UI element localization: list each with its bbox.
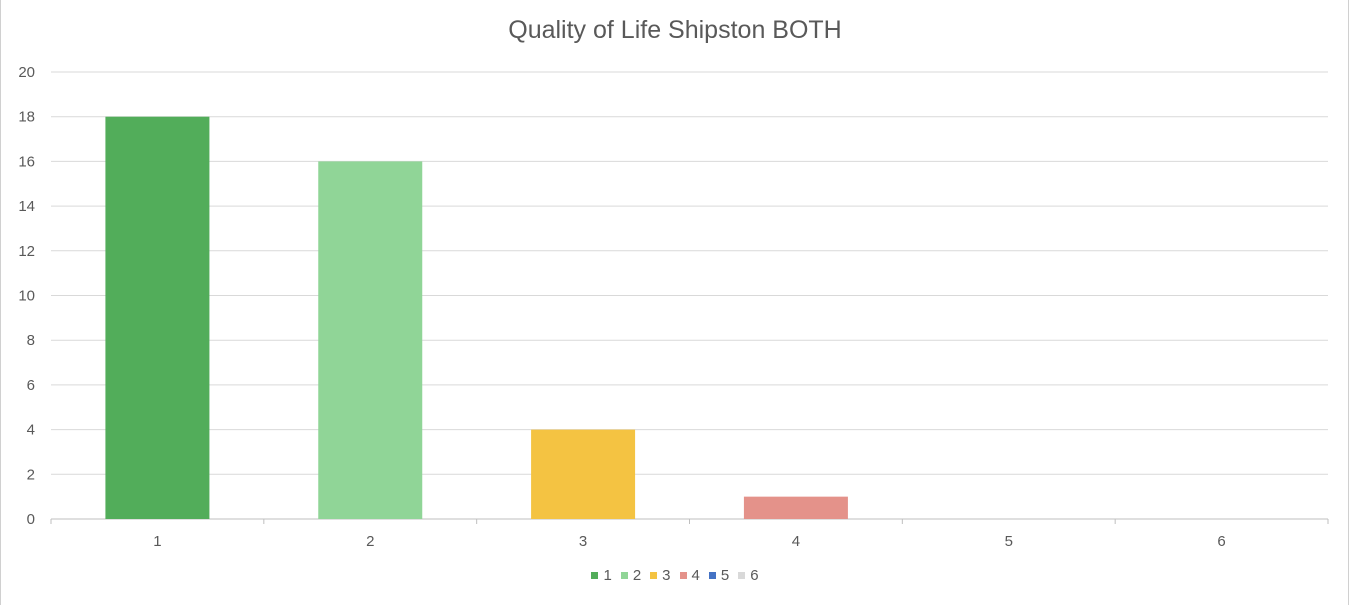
legend-label: 1 [603,567,612,584]
x-tick-label: 3 [579,533,587,550]
x-tick-label: 6 [1217,533,1225,550]
x-tick-label: 5 [1005,533,1013,550]
x-tick-label: 4 [792,533,800,550]
y-tick-label: 10 [18,288,35,305]
chart-title: Quality of Life Shipston BOTH [508,16,842,44]
y-tick-label: 8 [27,332,35,349]
legend-swatch [679,572,687,579]
legend-item-3: 3 [650,567,671,584]
legend-swatch [650,572,658,579]
x-tick-label: 1 [153,533,161,550]
y-tick-label: 2 [27,466,35,483]
legend-swatch [738,572,746,579]
legend-label: 2 [632,567,642,584]
legend-label: 3 [662,567,671,584]
y-tick-label: 12 [18,243,35,260]
y-tick-label: 16 [18,153,35,170]
legend-item-2: 2 [620,567,642,584]
y-tick-label: 14 [18,198,35,215]
legend-item-4: 4 [679,567,700,584]
legend-item-1: 1 [591,567,612,584]
x-tick-label: 2 [366,533,374,550]
legend-item-5: 5 [708,567,730,584]
y-tick-label: 20 [18,64,35,81]
legend-item-6: 6 [738,567,759,584]
bar-2 [318,161,423,519]
chart-legend: 1 2 3 4 5 6 [0,567,1350,584]
bar-4 [743,496,848,519]
legend-swatch [620,572,628,579]
legend-label: 6 [750,567,759,584]
y-tick-label: 18 [18,109,35,126]
y-tick-label: 4 [27,422,35,439]
y-tick-label: 6 [27,377,35,394]
legend-swatch [591,572,599,579]
legend-label: 5 [720,567,730,584]
y-tick-label: 0 [27,511,35,528]
bar-1 [105,116,210,519]
legend-swatch [708,572,716,579]
bar-3 [531,429,636,519]
legend-label: 4 [691,567,700,584]
